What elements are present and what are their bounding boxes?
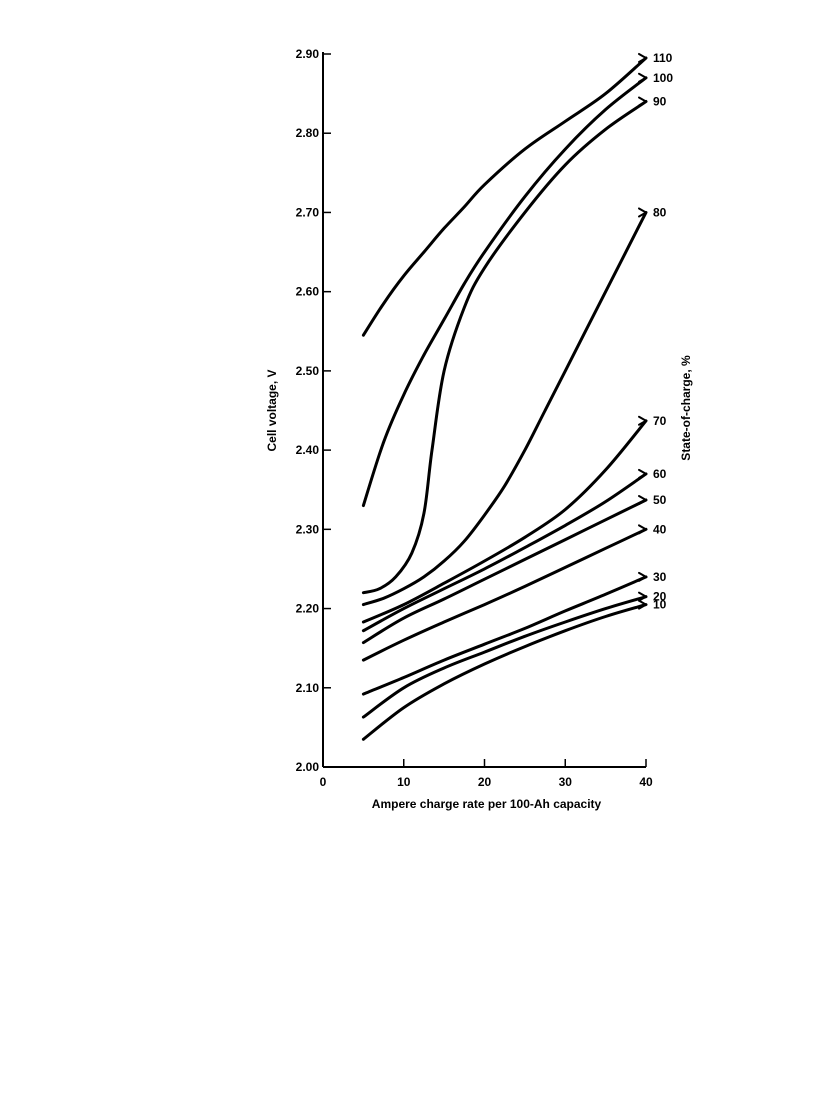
y-tick-label: 2.80 (296, 126, 320, 140)
series-line-50 (361, 498, 648, 645)
y-tick-label: 2.10 (296, 681, 320, 695)
y-tick-label: 2.70 (296, 205, 320, 219)
y-tick-label: 2.00 (296, 760, 320, 774)
series-line-20 (361, 595, 648, 719)
x-axis-title: Ampere charge rate per 100-Ah capacity (372, 797, 602, 811)
y-tick-label: 2.60 (296, 285, 320, 299)
x-tick-label: 30 (559, 775, 573, 789)
series-label-50: 50 (653, 493, 667, 507)
series-end-arrow (638, 415, 647, 426)
series-label-10: 10 (653, 598, 667, 612)
series-label-40: 40 (653, 522, 667, 536)
series-line-70 (361, 419, 648, 624)
series-line-40 (361, 527, 648, 662)
series-line-60 (361, 472, 648, 633)
x-tick-label: 20 (478, 775, 492, 789)
series-end-arrow (638, 207, 647, 218)
series-label-110: 110 (653, 51, 673, 65)
curve-group (361, 52, 648, 741)
series-end-arrow (638, 96, 647, 107)
series-line-110 (361, 56, 648, 337)
y-tick-label: 2.30 (296, 522, 320, 536)
x-tick-group: 0 10 20 30 40 (320, 759, 653, 789)
series-end-arrow (638, 571, 647, 582)
series-label-100: 100 (653, 71, 673, 85)
series-end-arrow (638, 52, 647, 63)
series-end-arrow (638, 72, 647, 83)
series-label-60: 60 (653, 467, 667, 481)
series-label-70: 70 (653, 414, 667, 428)
y-tick-label: 2.90 (296, 47, 320, 61)
x-tick-label: 0 (320, 775, 327, 789)
series-end-arrow (638, 599, 647, 610)
series-label-20: 20 (653, 590, 667, 604)
secondary-y-axis-title: State-of-charge, % (679, 355, 693, 461)
x-tick-label: 40 (639, 775, 653, 789)
series-line-80 (361, 210, 648, 607)
chart-axes (322, 52, 646, 768)
y-tick-label: 2.40 (296, 443, 320, 457)
x-tick-label: 10 (397, 775, 411, 789)
series-label-80: 80 (653, 205, 667, 219)
series-label-30: 30 (653, 570, 667, 584)
y-axis-title: Cell voltage, V (265, 369, 279, 451)
series-end-arrow (638, 524, 647, 535)
y-tick-label: 2.50 (296, 364, 320, 378)
series-line-90 (361, 100, 648, 595)
series-end-arrow (638, 468, 647, 479)
series-line-30 (361, 575, 648, 696)
series-end-arrow (638, 495, 647, 506)
y-tick-group: 2.00 2.10 2.20 2.30 2.40 2.50 2.60 2.70 2.80 2.90 (296, 47, 331, 774)
series-line-100 (361, 76, 648, 508)
y-tick-label: 2.20 (296, 602, 320, 616)
series-line-10 (361, 603, 648, 741)
series-end-arrow (638, 591, 647, 602)
series-label-90: 90 (653, 95, 667, 109)
